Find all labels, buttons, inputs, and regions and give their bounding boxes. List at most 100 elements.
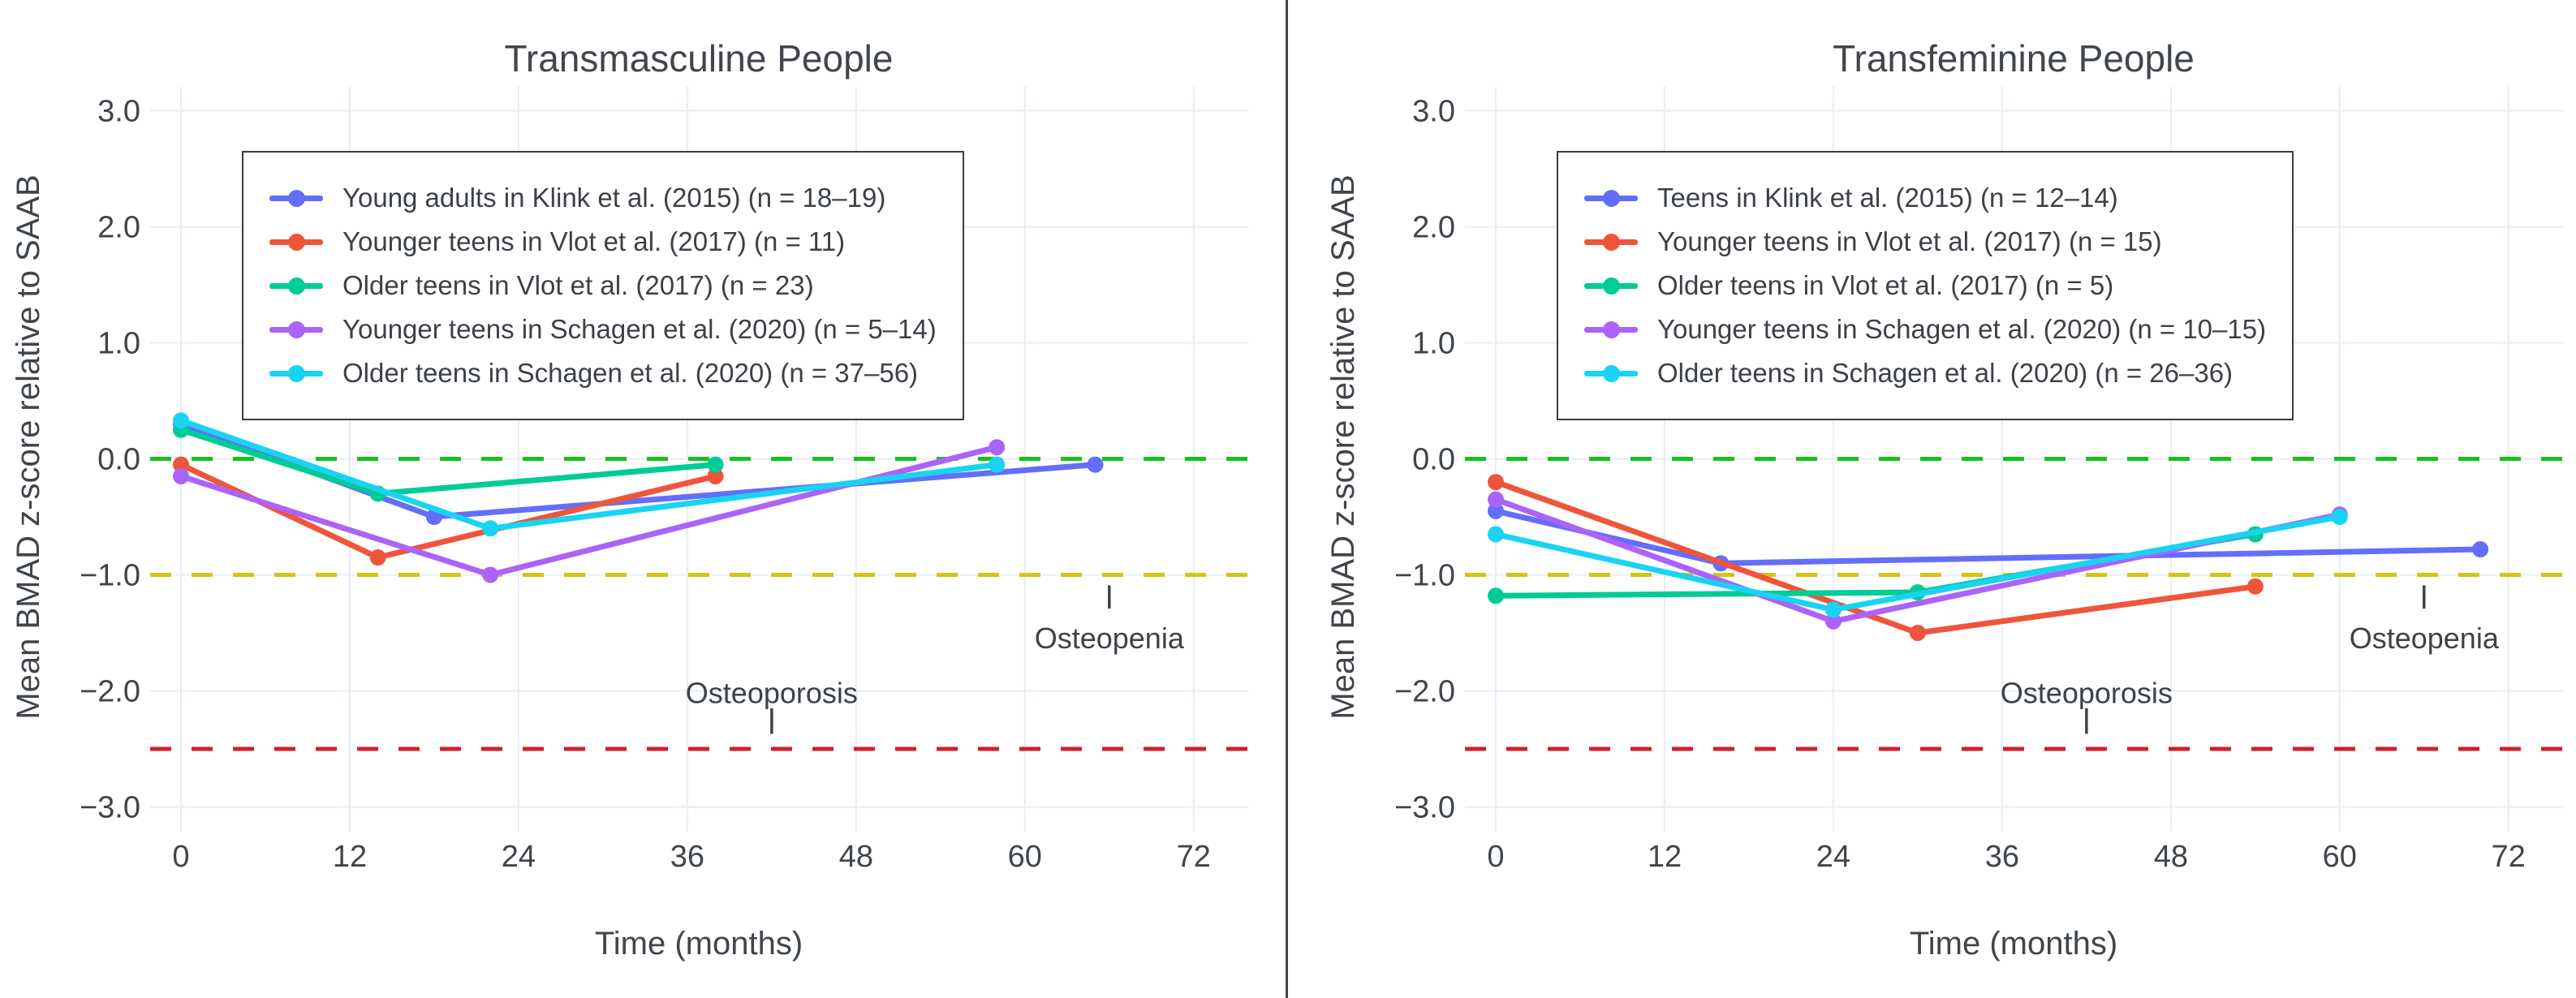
legend-line-marker-icon [269, 364, 323, 382]
chart-title-left: Transmasculine People [505, 37, 894, 80]
data-point[interactable] [173, 412, 189, 429]
legend-item[interactable]: Older teens in Vlot et al. (2017) (n = 5… [1584, 268, 2266, 303]
y-tick-label: 0.0 [97, 443, 140, 477]
data-point[interactable] [2246, 578, 2264, 595]
data-point[interactable] [1488, 474, 1504, 491]
annotation-label: Osteoporosis [686, 676, 858, 709]
legend-item[interactable]: Younger teens in Vlot et al. (2017) (n =… [1584, 224, 2266, 260]
legend-item-label: Young adults in Klink et al. (2015) (n =… [342, 183, 886, 213]
legend-line-marker-icon [1584, 233, 1638, 251]
x-tick-label: 60 [2323, 840, 2357, 874]
legend-item-label: Older teens in Vlot et al. (2017) (n = 2… [342, 270, 814, 300]
x-tick-label: 0 [172, 840, 189, 874]
data-point[interactable] [1488, 587, 1504, 604]
data-point[interactable] [369, 549, 386, 566]
legend-item[interactable]: Younger teens in Schagen et al. (2020) (… [1584, 312, 2266, 347]
data-point[interactable] [1824, 601, 1842, 618]
legend-item-label: Older teens in Schagen et al. (2020) (n … [1657, 358, 2234, 388]
data-point[interactable] [989, 456, 1006, 473]
legend-dot-icon [1603, 233, 1620, 251]
annotation-label: Osteopenia [2350, 622, 2500, 655]
data-point[interactable] [2472, 541, 2489, 558]
data-point[interactable] [1488, 526, 1504, 543]
legend-item[interactable]: Older teens in Schagen et al. (2020) (n … [269, 355, 937, 391]
legend-line-marker-icon [269, 233, 323, 251]
legend-item-label: Older teens in Schagen et al. (2020) (n … [342, 358, 919, 388]
data-point[interactable] [1488, 502, 1504, 519]
legend-item[interactable]: Older teens in Schagen et al. (2020) (n … [1584, 355, 2266, 391]
x-tick-label: 12 [1648, 840, 1682, 874]
legend-dot-icon [288, 364, 305, 382]
legend-line-marker-icon [269, 189, 323, 207]
data-point[interactable] [482, 566, 499, 583]
x-tick-label: 48 [2154, 840, 2188, 874]
y-tick-label: 3.0 [1412, 95, 1455, 129]
x-tick-label: 12 [333, 840, 367, 874]
legend-dot-icon [1603, 189, 1620, 207]
legend-dot-icon [288, 277, 305, 295]
legend-item[interactable]: Teens in Klink et al. (2015) (n = 12–14) [1584, 180, 2266, 216]
x-tick-label: 0 [1487, 840, 1504, 874]
y-axis-label-left: Mean BMAD z-score relative to SAAB [11, 174, 46, 719]
y-axis-label-right: Mean BMAD z-score relative to SAAB [1325, 174, 1361, 719]
data-point[interactable] [2331, 509, 2348, 525]
legend-dot-icon [1603, 320, 1620, 338]
legend-transmasculine: Young adults in Klink et al. (2015) (n =… [242, 151, 964, 420]
y-tick-label: −3.0 [1394, 791, 1455, 825]
legend-dot-icon [288, 233, 305, 251]
x-axis-label-right: Time (months) [1910, 926, 2117, 961]
data-point[interactable] [173, 467, 189, 484]
data-point[interactable] [1824, 613, 1842, 630]
legend-line-marker-icon [1584, 364, 1638, 382]
x-tick-label: 24 [502, 840, 536, 874]
data-point[interactable] [707, 467, 724, 484]
annotation-label: Osteoporosis [2001, 676, 2173, 709]
legend-item[interactable]: Younger teens in Vlot et al. (2017) (n =… [269, 224, 937, 260]
legend-line-marker-icon [269, 320, 323, 338]
x-tick-label: 72 [1177, 840, 1211, 874]
series-line[interactable] [178, 427, 719, 497]
data-point[interactable] [1488, 491, 1504, 508]
legend-dot-icon [288, 189, 305, 207]
x-tick-label: 36 [670, 840, 704, 874]
annotation-label: Osteopenia [1035, 622, 1185, 655]
legend-line-marker-icon [1584, 189, 1638, 207]
legend-item-label: Teens in Klink et al. (2015) (n = 12–14) [1657, 183, 2118, 213]
legend-item[interactable]: Young adults in Klink et al. (2015) (n =… [269, 180, 937, 216]
legend-line-marker-icon [1584, 277, 1638, 295]
data-point[interactable] [989, 439, 1006, 456]
x-tick-label: 72 [2492, 840, 2526, 874]
data-point[interactable] [482, 520, 499, 537]
data-point[interactable] [1909, 625, 1926, 641]
x-tick-label: 24 [1816, 840, 1850, 874]
y-tick-label: −2.0 [1394, 675, 1455, 709]
y-tick-label: −2.0 [80, 675, 140, 709]
y-tick-label: 0.0 [1412, 443, 1455, 477]
legend-item-label: Younger teens in Vlot et al. (2017) (n =… [342, 226, 846, 256]
legend-transfeminine: Teens in Klink et al. (2015) (n = 12–14)… [1557, 151, 2294, 420]
panel-divider [1286, 0, 1288, 998]
y-tick-label: 2.0 [97, 211, 140, 245]
y-tick-label: 1.0 [1412, 327, 1455, 361]
data-point[interactable] [173, 456, 189, 473]
y-tick-label: −1.0 [80, 559, 140, 593]
y-tick-label: 3.0 [97, 95, 140, 129]
x-tick-label: 48 [839, 840, 873, 874]
legend-item[interactable]: Older teens in Vlot et al. (2017) (n = 2… [269, 268, 937, 303]
legend-item-label: Younger teens in Schagen et al. (2020) (… [342, 314, 937, 344]
legend-line-marker-icon [269, 277, 323, 295]
legend-item-label: Older teens in Vlot et al. (2017) (n = 5… [1657, 270, 2114, 300]
data-point[interactable] [707, 456, 724, 473]
y-tick-label: −3.0 [80, 791, 140, 825]
y-tick-label: 2.0 [1412, 211, 1455, 245]
legend-item-label: Younger teens in Vlot et al. (2017) (n =… [1657, 226, 2162, 256]
legend-item-label: Younger teens in Schagen et al. (2020) (… [1657, 314, 2267, 344]
legend-dot-icon [1603, 364, 1620, 382]
legend-item[interactable]: Younger teens in Schagen et al. (2020) (… [269, 312, 937, 347]
x-tick-label: 60 [1008, 840, 1042, 874]
legend-dot-icon [1603, 277, 1620, 295]
data-point[interactable] [1087, 456, 1104, 473]
y-tick-label: 1.0 [97, 327, 140, 361]
